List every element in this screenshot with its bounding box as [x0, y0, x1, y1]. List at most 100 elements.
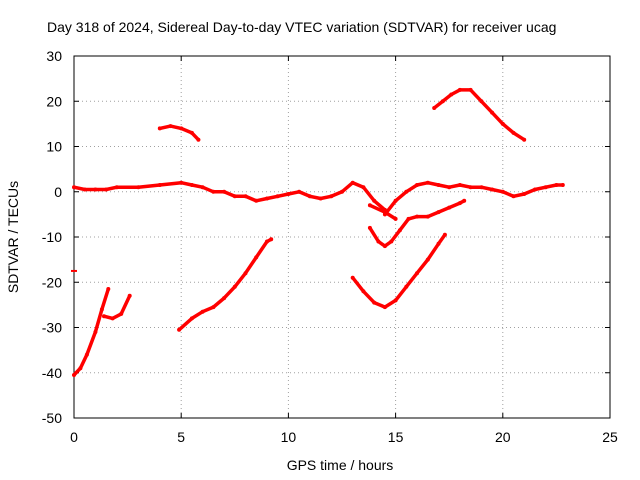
- data-point: [447, 185, 452, 190]
- data-point: [104, 187, 109, 192]
- data-point: [436, 210, 441, 215]
- data-point: [500, 121, 505, 126]
- chart-title: Day 318 of 2024, Sidereal Day-to-day VTE…: [47, 19, 556, 35]
- data-point: [372, 300, 377, 305]
- data-point: [440, 99, 445, 104]
- data-point: [72, 373, 76, 377]
- data-point: [393, 198, 398, 203]
- data-point: [222, 296, 227, 301]
- data-point: [500, 189, 505, 194]
- data-point: [114, 185, 119, 190]
- data-point: [382, 212, 387, 217]
- series-line: [383, 180, 565, 217]
- y-tick-label: 10: [46, 139, 62, 155]
- series-line: [72, 180, 387, 212]
- data-point: [389, 239, 394, 244]
- data-point: [457, 201, 462, 206]
- series-line: [177, 237, 273, 332]
- data-point: [415, 271, 419, 276]
- x-tick-label: 25: [602, 429, 618, 445]
- data-point: [189, 130, 194, 135]
- data-point: [449, 92, 454, 97]
- series-trace-thirteen-to-eleven: [157, 124, 201, 142]
- data-point: [415, 214, 419, 219]
- data-point: [157, 183, 162, 187]
- x-tick-label: 20: [495, 429, 511, 445]
- data-point: [275, 194, 280, 199]
- grid: [74, 56, 610, 418]
- data-point: [179, 180, 184, 185]
- y-tick-label: 30: [46, 48, 62, 64]
- data-point: [404, 189, 409, 194]
- data-point: [340, 189, 344, 194]
- data-point: [406, 216, 411, 221]
- data-point: [432, 106, 437, 110]
- data-point: [189, 183, 194, 187]
- data-point: [102, 314, 106, 319]
- data-point: [82, 187, 87, 192]
- series-line: [102, 294, 132, 321]
- data-point: [119, 311, 124, 316]
- data-point: [232, 194, 237, 199]
- data-point: [436, 241, 441, 246]
- data-point: [110, 316, 115, 321]
- y-tick-label: -10: [42, 229, 62, 245]
- y-tick-label: 0: [54, 184, 62, 200]
- data-point: [350, 180, 355, 185]
- data-point: [393, 216, 398, 221]
- data-point: [99, 307, 104, 312]
- data-point: [425, 257, 430, 262]
- data-point: [286, 192, 291, 196]
- data-point: [78, 366, 83, 371]
- data-point: [189, 316, 194, 321]
- data-point: [533, 187, 537, 192]
- data-point: [84, 352, 89, 357]
- y-tick-labels: -50 -40 -30 -20 -10 0 10 20 30: [42, 48, 62, 426]
- data-point: [329, 194, 334, 199]
- axis-ticks: [73, 55, 611, 419]
- data-point: [554, 183, 559, 187]
- data-point: [350, 275, 355, 280]
- data-point: [269, 237, 274, 242]
- series-trace-rise-from-minus-forty: [72, 287, 111, 377]
- data-point: [243, 271, 248, 276]
- data-point: [211, 305, 216, 310]
- data-point: [479, 185, 484, 190]
- data-point: [511, 130, 516, 135]
- data-series: [71, 87, 565, 377]
- data-point: [543, 185, 548, 190]
- series-trace-minus-thirty-to-minus-ten: [177, 237, 274, 332]
- data-point: [462, 198, 467, 203]
- data-point: [179, 126, 184, 131]
- data-point: [479, 99, 484, 104]
- data-point: [136, 185, 141, 190]
- y-tick-label: -30: [42, 320, 62, 336]
- data-point: [457, 183, 462, 187]
- data-point: [265, 196, 269, 201]
- data-point: [425, 214, 430, 219]
- data-point: [254, 255, 259, 260]
- series-line: [350, 232, 447, 309]
- x-axis-label: GPS time / hours: [287, 457, 394, 473]
- data-point: [200, 185, 205, 190]
- x-tick-label: 10: [281, 429, 297, 445]
- data-point: [361, 185, 366, 190]
- data-point: [367, 225, 372, 230]
- series-trace-rise-after-fifteen: [382, 180, 565, 217]
- data-point: [196, 137, 201, 142]
- data-point: [511, 194, 516, 199]
- data-point: [442, 232, 447, 237]
- data-point: [490, 187, 495, 192]
- data-point: [243, 194, 248, 199]
- data-point: [168, 124, 173, 129]
- series-trace-minus-twentyseven: [102, 293, 132, 321]
- data-point: [222, 189, 227, 194]
- data-point: [232, 284, 237, 289]
- data-point: [560, 183, 565, 187]
- data-point: [382, 305, 387, 310]
- data-point: [393, 298, 398, 303]
- data-point: [415, 183, 419, 187]
- series-trace-v-shape-minus-twelve: [367, 198, 467, 249]
- series-trace-main-near-zero: [72, 180, 387, 212]
